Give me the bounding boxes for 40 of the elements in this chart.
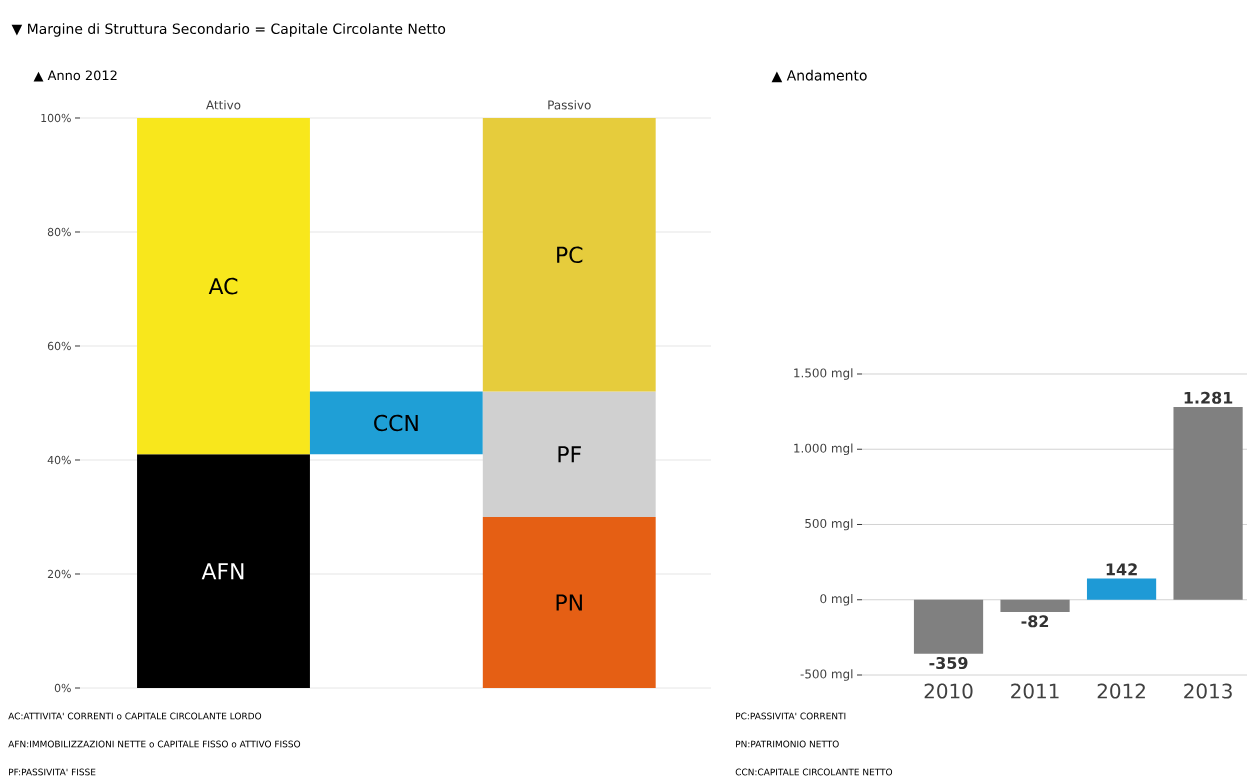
bar	[913, 599, 984, 654]
series-label: PN	[556, 594, 582, 611]
bar	[1000, 599, 1070, 613]
series-label: CCN	[374, 414, 418, 432]
chart-title: ▲ Andamento	[771, 69, 867, 83]
data-label: -359	[929, 656, 968, 670]
x-tick-label: 2013	[1184, 683, 1232, 699]
series-label: AC	[208, 277, 238, 295]
y-tick-label: 1.000 mgl	[794, 443, 853, 456]
y-tick-label: -500 mgl	[800, 669, 853, 681]
text: AC:ATTIVITA' CORRENTI o CAPITALE CIRCOLANTE LORDO	[8, 712, 262, 720]
series-label: PC	[557, 246, 583, 264]
series-label: PF	[558, 446, 581, 463]
y-tick-label: 0 mgl	[820, 593, 853, 606]
x-tick-label: 2012	[1097, 683, 1145, 699]
y-tick-label: 0%	[54, 683, 71, 693]
y-tick-label: 20%	[47, 569, 71, 579]
y-tick-label: 500 mgl	[805, 518, 853, 531]
y-tick-label: 60%	[47, 341, 71, 351]
text: PN:PATRIMONIO NETTO	[736, 740, 839, 748]
bar	[1173, 406, 1243, 600]
series-label: AFN	[201, 563, 244, 580]
data-label: 142	[1106, 563, 1137, 576]
y-tick-label: 1.500 mgl	[794, 368, 853, 380]
text: PC:PASSIVITA' CORRENTI	[736, 712, 846, 720]
y-tick-label: 100%	[41, 113, 71, 123]
text: AFN:IMMOBILIZZAZIONI NETTE o CAPITALE FISSO o ATTIVO FISSO	[8, 740, 301, 748]
y-tick-label: 80%	[47, 227, 71, 237]
chart-subtitle: ▲ Anno 2012	[33, 70, 117, 82]
chart-title: ▼ Margine di Struttura Secondario = Capitale Circolante Netto	[11, 23, 446, 37]
data-label: -82	[1021, 615, 1049, 628]
text: PF:PASSIVITA' FISSE	[9, 768, 96, 776]
x-tick-label: 2011	[1011, 683, 1059, 699]
x-tick-label: 2010	[924, 683, 973, 699]
data-label: 1.281	[1184, 391, 1233, 404]
bar	[1086, 578, 1157, 600]
text: CCN:CAPITALE CIRCOLANTE NETTO	[735, 768, 893, 776]
x-tick-label: Passivo	[548, 100, 591, 110]
x-tick-label: Attivo	[206, 100, 241, 110]
y-tick-label: 40%	[47, 455, 71, 465]
